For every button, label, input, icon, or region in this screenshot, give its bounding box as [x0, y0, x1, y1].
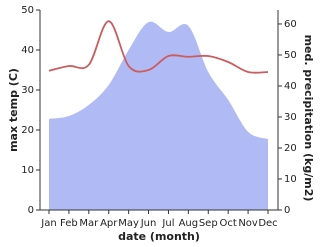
y2-tick-label: 0: [284, 205, 290, 216]
y2-tick-label: 30: [284, 112, 297, 123]
x-tick-label: Mar: [79, 218, 99, 229]
x-tick-label: Apr: [100, 218, 118, 229]
x-tick-label: Jun: [140, 218, 157, 229]
x-tick-label: Jan: [40, 218, 56, 229]
y2-tick-label: 50: [284, 50, 297, 61]
y2-tick-label: 40: [284, 81, 297, 92]
y-axis-label: max temp (C): [7, 68, 20, 152]
x-tick-label: Aug: [179, 218, 199, 229]
x-tick-label: Jul: [161, 218, 174, 229]
y2-tick-label: 10: [284, 174, 297, 185]
x-tick-label: May: [118, 218, 139, 229]
y-tick-label: 50: [21, 5, 34, 16]
x-axis-label: date (month): [118, 230, 200, 243]
y-tick-label: 10: [21, 165, 34, 176]
y-tick-label: 20: [21, 125, 34, 136]
x-tick-label: Oct: [220, 218, 237, 229]
precipitation-area: [49, 21, 268, 210]
x-tick-label: Feb: [60, 218, 78, 229]
y-tick-label: 30: [21, 85, 34, 96]
x-tick-label: Nov: [238, 218, 258, 229]
y-tick-label: 40: [21, 45, 34, 56]
x-tick-label: Dec: [258, 218, 277, 229]
y2-tick-label: 20: [284, 143, 297, 154]
y-tick-label: 0: [28, 205, 34, 216]
temp-line: [48, 20, 269, 74]
y2-tick-label: 60: [284, 19, 297, 30]
x-tick-label: Sep: [199, 218, 218, 229]
y2-axis-label: med. precipitation (kg/m2): [302, 35, 315, 202]
